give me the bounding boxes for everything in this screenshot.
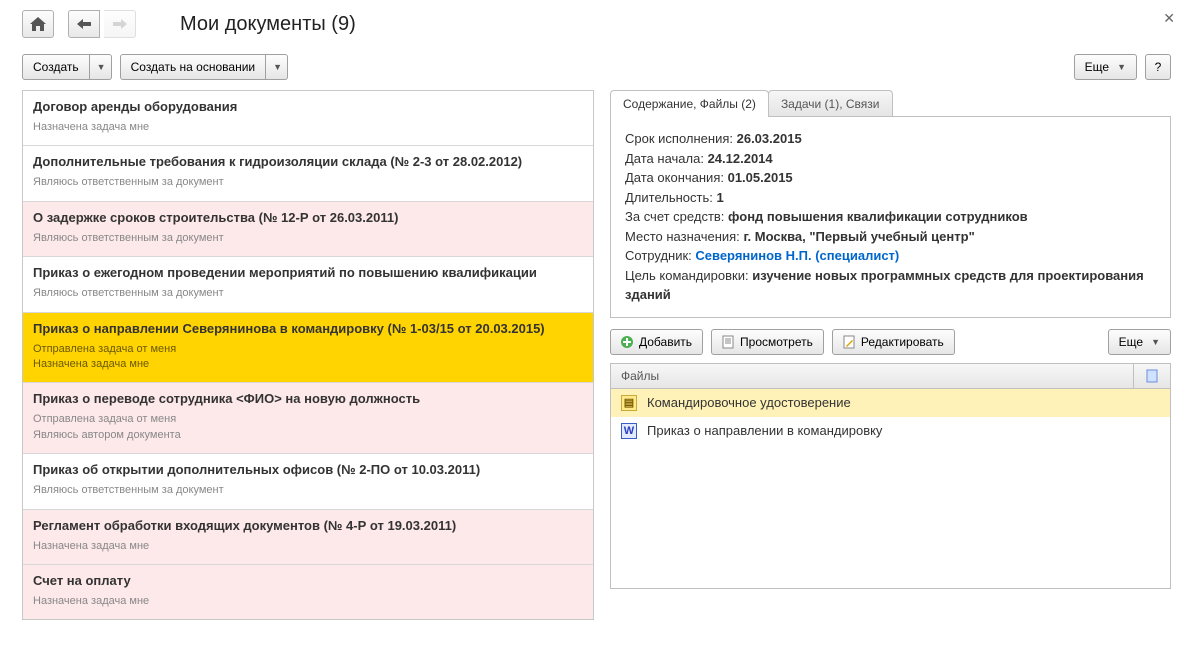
- forward-button: [104, 10, 136, 38]
- file-table-icon-col[interactable]: [1134, 364, 1170, 388]
- document-title: Счет на оплату: [33, 573, 583, 588]
- document-title: Приказ о направлении Северянинова в кома…: [33, 321, 583, 336]
- arrow-right-icon: [113, 19, 127, 29]
- document-title: Приказ о переводе сотрудника <ФИО> на но…: [33, 391, 583, 406]
- more-button[interactable]: Еще▼: [1074, 54, 1137, 80]
- arrow-left-icon: [77, 19, 91, 29]
- caret-down-icon: ▼: [97, 62, 106, 72]
- document-item[interactable]: Приказ об открытии дополнительных офисов…: [23, 454, 593, 509]
- document-item[interactable]: Дополнительные требования к гидроизоляци…: [23, 146, 593, 201]
- document-title: О задержке сроков строительства (№ 12-Р …: [33, 210, 583, 225]
- file-more-button[interactable]: Еще▼: [1108, 329, 1171, 355]
- document-subtitle: Отправлена задача от меняЯвляюсь автором…: [33, 412, 583, 443]
- file-table-header[interactable]: Файлы: [611, 364, 1134, 388]
- edit-icon: [843, 335, 855, 349]
- caret-down-icon: ▼: [273, 62, 282, 72]
- page-title: Мои документы (9): [180, 13, 356, 36]
- create-based-on-dropdown[interactable]: ▼: [266, 54, 288, 80]
- document-item[interactable]: О задержке сроков строительства (№ 12-Р …: [23, 202, 593, 257]
- document-subtitle: Назначена задача мне: [33, 539, 583, 554]
- close-button[interactable]: ✕: [1163, 10, 1175, 27]
- document-icon: [722, 335, 734, 349]
- document-title: Регламент обработки входящих документов …: [33, 518, 583, 533]
- view-file-button[interactable]: Просмотреть: [711, 329, 824, 355]
- create-based-on-button[interactable]: Создать на основании: [120, 54, 267, 80]
- edit-file-button[interactable]: Редактировать: [832, 329, 955, 355]
- document-subtitle: Являюсь ответственным за документ: [33, 483, 583, 498]
- document-title: Приказ об открытии дополнительных офисов…: [33, 462, 583, 477]
- back-button[interactable]: [68, 10, 100, 38]
- document-subtitle: Отправлена задача от меняНазначена задач…: [33, 342, 583, 373]
- detail-panel: Срок исполнения: 26.03.2015 Дата начала:…: [610, 116, 1171, 318]
- document-item[interactable]: Приказ о направлении Северянинова в кома…: [23, 313, 593, 384]
- document-title: Договор аренды оборудования: [33, 99, 583, 114]
- document-subtitle: Назначена задача мне: [33, 120, 583, 135]
- document-subtitle: Являюсь ответственным за документ: [33, 175, 583, 190]
- tab-content-files[interactable]: Содержание, Файлы (2): [610, 90, 769, 117]
- home-icon: [30, 17, 46, 31]
- document-item[interactable]: Счет на оплату Назначена задача мне: [23, 565, 593, 619]
- file-row[interactable]: W Приказ о направлении в командировку: [611, 417, 1170, 445]
- file-row[interactable]: ▤ Командировочное удостоверение: [611, 389, 1170, 417]
- caret-down-icon: ▼: [1117, 62, 1126, 72]
- create-button[interactable]: Создать: [22, 54, 90, 80]
- document-title: Дополнительные требования к гидроизоляци…: [33, 154, 583, 169]
- add-file-button[interactable]: Добавить: [610, 329, 703, 355]
- tab-tasks-links[interactable]: Задачи (1), Связи: [768, 90, 893, 117]
- plus-icon: [621, 336, 633, 348]
- file-name: Приказ о направлении в командировку: [647, 423, 882, 438]
- create-dropdown[interactable]: ▼: [90, 54, 112, 80]
- document-subtitle: Назначена задача мне: [33, 594, 583, 609]
- file-name: Командировочное удостоверение: [647, 395, 851, 410]
- caret-down-icon: ▼: [1151, 337, 1160, 347]
- document-item[interactable]: Договор аренды оборудования Назначена зад…: [23, 91, 593, 146]
- help-button[interactable]: ?: [1145, 54, 1171, 80]
- document-item[interactable]: Приказ о переводе сотрудника <ФИО> на но…: [23, 383, 593, 454]
- document-subtitle: Являюсь ответственным за документ: [33, 231, 583, 246]
- document-title: Приказ о ежегодном проведении мероприяти…: [33, 265, 583, 280]
- file-table: Файлы ▤ Командировочное удостоверение W При…: [610, 363, 1171, 589]
- document-item[interactable]: Регламент обработки входящих документов …: [23, 510, 593, 565]
- word-file-icon: W: [621, 423, 637, 439]
- document-subtitle: Являюсь ответственным за документ: [33, 286, 583, 301]
- home-button[interactable]: [22, 10, 54, 38]
- page-icon: [1146, 369, 1158, 383]
- employee-link[interactable]: Северянинов Н.П. (специалист): [695, 248, 899, 263]
- document-item[interactable]: Приказ о ежегодном проведении мероприяти…: [23, 257, 593, 312]
- doc-file-icon: ▤: [621, 395, 637, 411]
- document-list: Договор аренды оборудования Назначена зад…: [22, 90, 594, 620]
